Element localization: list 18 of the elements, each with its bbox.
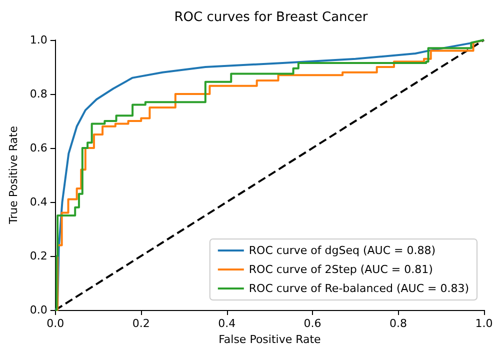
y-tick-label: 0.0 (30, 304, 48, 316)
x-tick-label: 0.8 (390, 317, 408, 330)
y-tick-label: 1.0 (30, 34, 48, 46)
x-tick-label: 0.0 (46, 317, 64, 330)
x-tick-label: 0.4 (218, 317, 236, 330)
legend-label: ROC curve of 2Step (AUC = 0.81) (248, 263, 433, 276)
x-tick-label: 0.6 (304, 317, 322, 330)
legend-label: ROC curve of dgSeq (AUC = 0.88) (248, 244, 436, 257)
x-tick-label: 0.2 (132, 317, 150, 330)
y-tick-label: 0.2 (30, 250, 48, 262)
chart-title: ROC curves for Breast Cancer (174, 10, 368, 25)
legend-label: ROC curve of Re-balanced (AUC = 0.83) (248, 282, 469, 295)
y-tick-label: 0.6 (30, 142, 48, 154)
y-tick-label: 0.4 (30, 196, 48, 208)
y-axis-title: True Positive Rate (7, 126, 20, 225)
y-tick-label: 0.8 (30, 88, 48, 100)
x-tick-label: 1.0 (475, 317, 493, 330)
x-axis-title: False Positive Rate (218, 332, 322, 346)
